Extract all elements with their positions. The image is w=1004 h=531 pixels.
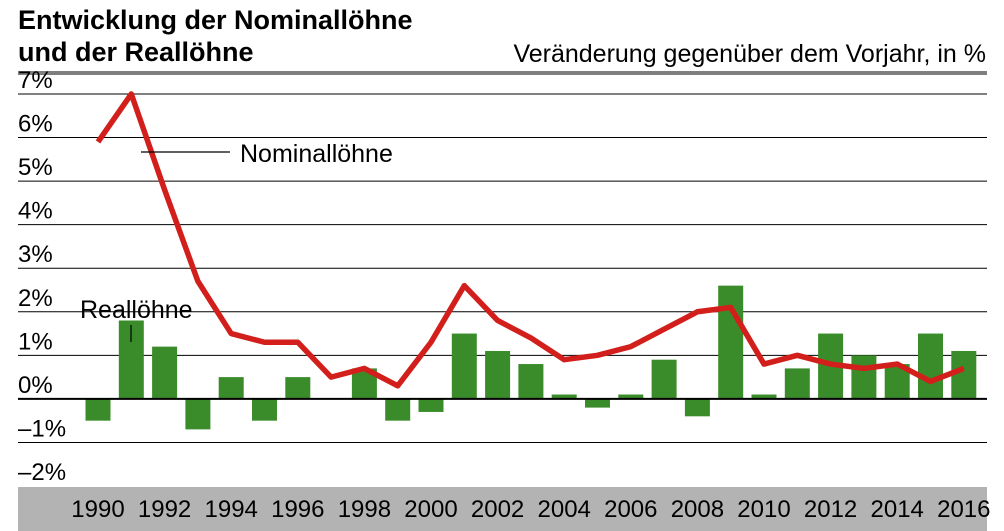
x-tick-label: 2000: [404, 496, 457, 523]
x-axis-band: 1990 1992 1994 1996 1998 2000 2002 2004 2006 2008…: [18, 487, 990, 531]
x-tick-label: 2010: [737, 496, 790, 523]
bar: [684, 398, 710, 417]
bar: [252, 398, 277, 421]
bar: [285, 377, 311, 399]
x-tick-label: 2012: [804, 496, 857, 523]
bar: [418, 398, 444, 412]
x-tick-label: 2002: [471, 496, 524, 523]
series-line: [95, 91, 965, 389]
y-tick-label: –2%: [18, 459, 66, 486]
bar: [951, 350, 977, 399]
chart-title: Entwicklung der Nominallöhne und der Rea…: [18, 4, 413, 68]
bar: [451, 333, 477, 399]
x-tick-label: 1998: [338, 496, 391, 523]
x-tick-label: 1992: [138, 496, 191, 523]
y-tick-label: 7%: [18, 67, 53, 94]
x-axis-band-bg: [18, 487, 987, 531]
x-tick-label: 1994: [205, 496, 258, 523]
chart-subtitle: Veränderung gegenüber dem Vorjahr, in %: [513, 40, 986, 68]
chart-title-line-2: und der Reallöhne: [18, 37, 254, 67]
y-tick-label: 2%: [18, 285, 53, 312]
y-axis-ticks: –2% –1% 0% 1% 2% 3% 4% 5% 6% 7%: [18, 67, 66, 486]
line-nominallohne: [95, 91, 965, 389]
x-tick-label: 2004: [538, 496, 591, 523]
y-tick-label: 4%: [18, 198, 53, 225]
bar: [218, 377, 244, 399]
title-rule: [18, 71, 987, 75]
bar: [784, 368, 810, 399]
bars-reallohne: [85, 285, 977, 430]
bar: [751, 394, 777, 399]
x-tick-label: 2006: [604, 496, 657, 523]
y-tick-label: 3%: [18, 241, 53, 268]
bar: [85, 398, 111, 421]
bar: [551, 394, 577, 399]
bar: [152, 346, 178, 399]
y-tick-label: –1%: [18, 415, 66, 442]
chart-title-line-1: Entwicklung der Nominallöhne: [18, 5, 413, 35]
y-tick-label: 5%: [18, 154, 53, 181]
x-tick-label: 2008: [671, 496, 724, 523]
annotation-reallohne: Reallöhne: [80, 296, 193, 324]
annotation-nominallohne: Nominallöhne: [240, 140, 393, 168]
bar: [718, 285, 744, 399]
bar: [585, 398, 610, 408]
bar: [651, 359, 677, 399]
x-tick-label: 2016: [937, 496, 990, 523]
x-tick-label: 2014: [871, 496, 924, 523]
annotations: Nominallöhne Reallöhne: [80, 140, 393, 342]
bar: [185, 398, 211, 430]
x-tick-label: 1990: [71, 496, 124, 523]
y-tick-label: 1%: [18, 328, 53, 355]
bar: [518, 364, 544, 399]
x-tick-label: 1996: [271, 496, 324, 523]
bar: [851, 355, 877, 399]
bar: [485, 350, 511, 399]
bar: [385, 398, 411, 421]
y-tick-label: 6%: [18, 111, 53, 138]
bar: [618, 394, 644, 399]
bar: [918, 333, 943, 399]
y-tick-label: 0%: [18, 372, 53, 399]
